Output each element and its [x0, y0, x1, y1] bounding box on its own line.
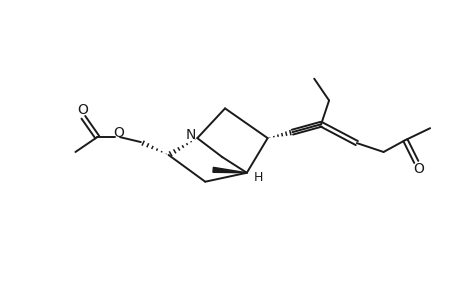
Text: N: N — [185, 128, 195, 142]
Text: O: O — [113, 126, 124, 140]
Text: H: H — [253, 171, 263, 184]
Text: O: O — [412, 162, 423, 176]
Text: O: O — [77, 103, 88, 117]
Polygon shape — [213, 167, 246, 173]
